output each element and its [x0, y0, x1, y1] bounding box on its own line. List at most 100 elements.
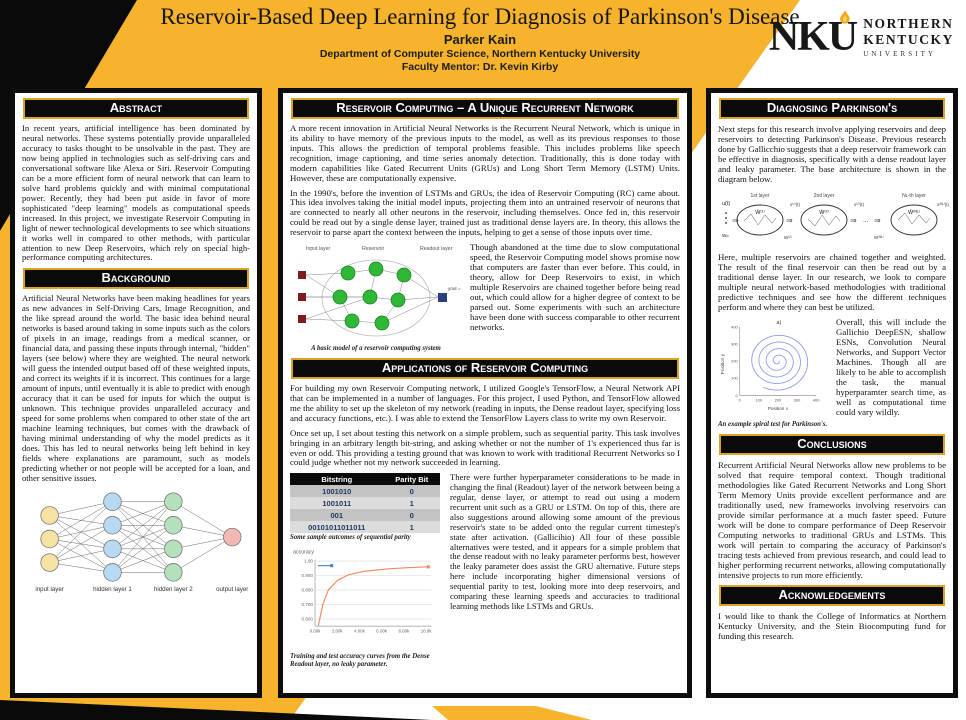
arch-win-label: Wᵢₙ [722, 233, 729, 238]
arch-arrow-4: ⇒ [874, 216, 881, 225]
diagnosing-paragraph-1: Next steps for this research involve app… [718, 123, 946, 184]
logo-line2: KENTUCKY [863, 32, 954, 47]
accuracy-chart: accuracy 1.00 0.900 0.800 0.700 0.600 0.00k 2… [293, 550, 432, 634]
right-column-panel: Diagnosing Parkinson's Next steps for th… [706, 88, 958, 698]
table-row: 00101011011011 1 [290, 521, 440, 534]
svg-text:6.00k: 6.00k [376, 629, 387, 634]
section-header-abstract: Abstract [23, 98, 249, 119]
section-header-applications: Applications of Reservoir Computing [291, 358, 679, 379]
svg-text:0: 0 [736, 393, 739, 398]
svg-text:0.900: 0.900 [302, 573, 314, 578]
reservoir-model-figure: Input layer Reservoir Readout layer yout… [298, 246, 473, 337]
spiral-xlabel: Position x [768, 406, 789, 411]
flame-icon [840, 10, 850, 24]
arch-arrow-1: ⇒ [732, 216, 739, 225]
arch-state2-label: x⁽²⁾(t) [854, 202, 864, 207]
svg-text:0.00k: 0.00k [310, 629, 321, 634]
deep-reservoir-architecture-figure: 1st layer 2nd layer Nʟ-th layer u(t) Wᵢₙ… [722, 193, 950, 240]
arch-layer1-label: 1st layer [751, 193, 770, 199]
svg-text:2.00k: 2.00k [332, 629, 343, 634]
arch-state1-label: x⁽¹⁾(t) [790, 202, 800, 207]
svg-text:300: 300 [731, 341, 738, 346]
svg-text:4.00k: 4.00k [354, 629, 365, 634]
cell-parity-1: 1 [383, 497, 440, 510]
accuracy-chart-caption: Training and test accuracy curves from t… [290, 653, 430, 669]
poster-header: Reservoir-Based Deep Learning for Diagno… [110, 4, 850, 73]
cell-bits-1: 1001011 [290, 497, 384, 510]
rc-formula: yout = Σ wᵢxᵢ [448, 286, 462, 291]
section-header-background: Background [23, 268, 249, 290]
nku-wordmark: NORTHERN KENTUCKY UNIVERSITY [863, 16, 954, 58]
section-header-acknowledgements: Acknowledgements [719, 584, 945, 606]
accuracy-ylabel: accuracy [293, 550, 314, 556]
parity-figure-block: Bitstring Parity Bit 1001010 0 1001011 1… [290, 473, 442, 668]
svg-text:200: 200 [775, 397, 782, 402]
svg-text:0.700: 0.700 [302, 602, 314, 607]
arch-layerN-label: Nʟ-th layer [902, 193, 926, 199]
rc-figure-row: Input layer Reservoir Readout layer yout… [290, 242, 680, 353]
table-row: 1001011 1 [290, 497, 440, 510]
abstract-text: In recent years, artificial intelligence… [22, 122, 250, 263]
cell-parity-0: 0 [383, 485, 440, 498]
rc-figure-caption: A basic model of a reservoir computing s… [311, 345, 441, 353]
parity-table-caption: Some sample outcomes of sequential parit… [290, 534, 411, 542]
background-text: Artificial Neural Networks have been mak… [22, 293, 250, 483]
cell-bits-2: 001 [290, 509, 384, 522]
svg-text:0: 0 [739, 397, 742, 402]
arch-between-wN-label: W⁽ᴺᴸ⁾ [874, 235, 884, 240]
logo-line1: NORTHERN [863, 16, 954, 31]
cell-parity-3: 1 [383, 521, 440, 534]
rc-paragraph-1: A more recent innovation in Artificial N… [290, 122, 680, 183]
poster-author: Parker Kain [443, 32, 517, 48]
section-header-reservoir-computing: Reservoir Computing – A Unique Recurrent… [291, 98, 679, 119]
spiral-chart: a) 0 100 200 300 400 0 100 200 300 400 Position … [720, 320, 820, 411]
logo-line3: UNIVERSITY [863, 50, 937, 58]
conclusions-text: Recurrent Artificial Neural Networks all… [718, 459, 946, 580]
parity-col-paritybit: Parity Bit [383, 473, 440, 486]
arch-arrow-3: ⇒ [850, 216, 857, 225]
parity-col-bitstring: Bitstring [290, 473, 384, 486]
diagnosing-paragraph-2: Here, multiple reservoirs are chained to… [718, 251, 946, 313]
arch-wN-label: Ŵ⁽ᴺᴸ⁾ [908, 209, 920, 216]
arch-arrow-2: ⇒ [786, 216, 793, 225]
reservoir-model-figure-block: Input layer Reservoir Readout layer yout… [290, 243, 473, 353]
acknowledgements-text: I would like to thank the College of Inf… [718, 610, 946, 641]
table-row: 1001010 0 [290, 485, 440, 498]
section-header-diagnosing: Diagnosing Parkinson's [719, 98, 945, 119]
middle-column-panel: Reservoir Computing – A Unique Recurrent… [278, 88, 692, 698]
arch-stateN-label: x⁽ᴺᴸ⁾(t) [937, 202, 949, 207]
arch-dots: ... [863, 217, 869, 224]
rc-paragraph-3: Though abandoned at the time due to slow… [470, 242, 680, 332]
spiral-figure-row: a) 0 100 200 300 400 0 100 200 300 400 Position … [718, 317, 946, 429]
svg-text:0.800: 0.800 [302, 588, 314, 593]
arch-w1-label: Ŵ⁽¹⁾ [755, 209, 765, 216]
svg-text:400: 400 [731, 324, 738, 329]
nn-label-hidden1: hidden layer 1 [93, 586, 132, 593]
neural-network-figure: input layer hidden layer 1 hidden layer … [35, 492, 248, 593]
svg-text:100: 100 [756, 397, 763, 402]
rc-fig-label-input: Input layer [306, 246, 330, 252]
nn-label-input: input layer [35, 586, 63, 593]
svg-text:400: 400 [813, 397, 820, 402]
spiral-ylabel: Position y [720, 353, 725, 374]
rc-paragraph-2: In the 1990's, before the invention of L… [290, 187, 680, 238]
rc-readout-node [438, 293, 447, 303]
svg-text:10.0k: 10.0k [421, 629, 432, 634]
gold-bottom-stripe [432, 706, 592, 720]
nn-label-hidden2: hidden layer 2 [154, 586, 193, 593]
applications-paragraph-1: For building my own Reservoir Computing … [290, 382, 680, 423]
black-corner-bottom-left [0, 700, 432, 720]
nn-label-output: output layer [216, 586, 248, 593]
arch-input-label: u(t) [722, 201, 730, 207]
cell-bits-0: 1001010 [290, 485, 384, 498]
applications-paragraph-3: There were further hyperparameter consid… [450, 472, 680, 611]
arch-between-w2-label: W⁽²⁾ [784, 235, 792, 240]
arch-layer2-label: 2nd layer [814, 193, 835, 199]
rc-fig-label-readout: Readout layer [420, 246, 453, 252]
section-header-conclusions: Conclusions [719, 433, 945, 455]
diagnosing-paragraph-3: Overall, this will include the Gallichio… [836, 317, 946, 418]
left-column-panel: Abstract In recent years, artificial int… [10, 88, 262, 698]
poster-title: Reservoir-Based Deep Learning for Diagno… [160, 4, 800, 29]
rc-fig-label-reservoir: Reservoir [362, 246, 384, 252]
nku-acronym: NKU [769, 10, 858, 58]
